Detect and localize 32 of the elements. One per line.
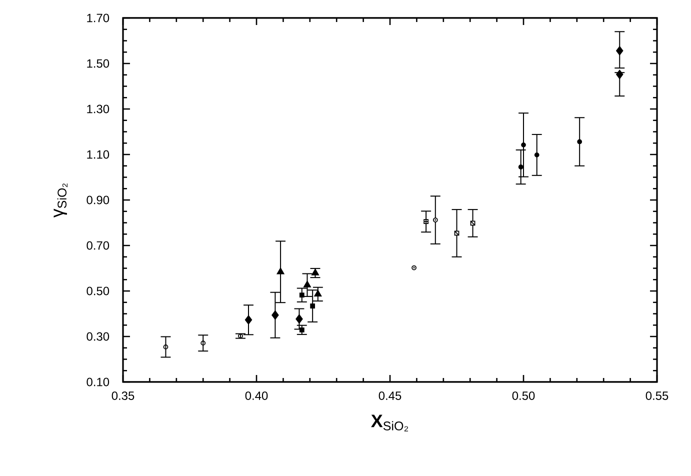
- point: [299, 292, 304, 298]
- point: [272, 310, 279, 320]
- x-tick-label: 0.55: [646, 391, 668, 400]
- y-tick-label: 1.10: [87, 150, 110, 159]
- point: [616, 70, 624, 80]
- point: [521, 142, 526, 148]
- point: [534, 152, 540, 158]
- y-tick-label: 0.90: [86, 196, 110, 204]
- point: [244, 315, 252, 325]
- y-tick-label: 0.30: [86, 332, 110, 341]
- point: [577, 139, 582, 144]
- y-tick-label: 1.30: [87, 104, 110, 114]
- y-tick-label: 1.50: [87, 59, 110, 68]
- y-tick-label: 0.10: [86, 378, 110, 386]
- x-tick-label: 0.45: [378, 391, 402, 400]
- y-tick-label: 0.50: [86, 286, 110, 296]
- x-tick-label: 0.50: [512, 391, 535, 400]
- y-axis-title: γ$_{SiO₂}$: [54, 183, 68, 218]
- y-tick-label: 0.70: [86, 241, 110, 250]
- x-tick-label: 0.35: [112, 391, 134, 400]
- point: [310, 304, 316, 308]
- y-tick-label: 1.70: [87, 14, 110, 22]
- point: [518, 164, 524, 170]
- point: [299, 327, 304, 332]
- point: [312, 268, 319, 276]
- point: [296, 314, 303, 324]
- point: [616, 46, 624, 56]
- point: [304, 280, 311, 288]
- point: [314, 290, 322, 297]
- x-tick-label: 0.40: [245, 391, 268, 400]
- x-axis-title: X$_{SiO₂}$: [371, 414, 408, 432]
- point: [276, 268, 284, 274]
